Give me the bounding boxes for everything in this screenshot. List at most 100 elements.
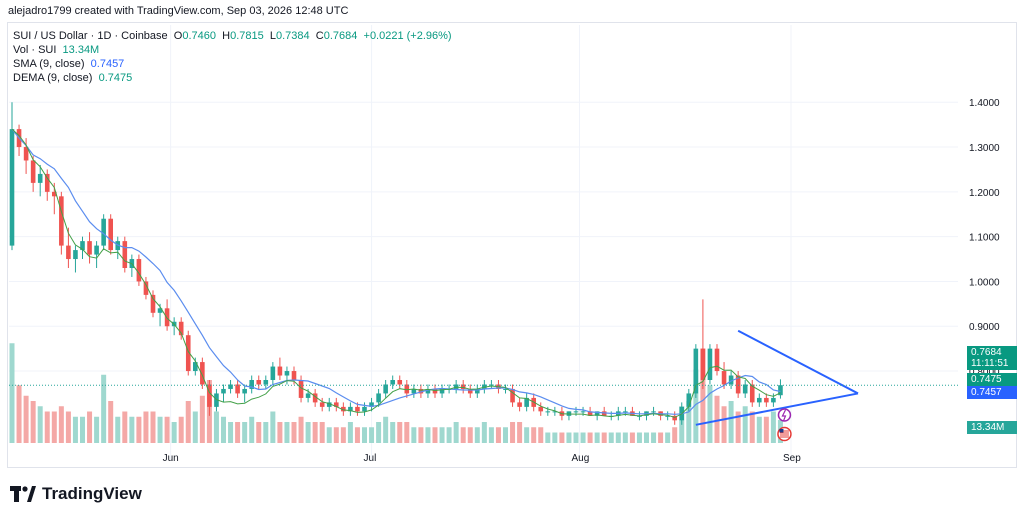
volume-bar: [51, 411, 57, 443]
volume-bar: [333, 427, 339, 443]
volume-bar: [735, 411, 741, 443]
volume-bar: [714, 395, 720, 443]
candle-body: [164, 308, 170, 327]
volume-bar: [467, 427, 473, 443]
x-tick-label: Jul: [364, 453, 377, 464]
volume-row[interactable]: Vol · SUI 13.34M: [13, 43, 452, 57]
volume-bar: [728, 401, 734, 443]
candle-body: [108, 218, 113, 251]
volume-bar: [418, 427, 424, 443]
volume-bar: [425, 427, 431, 443]
candle-body: [284, 371, 290, 376]
candle-body: [735, 375, 741, 394]
bar-countdown: 11:11:51: [971, 358, 1009, 369]
volume-bar: [164, 416, 170, 443]
sma-row[interactable]: SMA (9, close) 0.7457: [13, 57, 452, 71]
volume-bar: [531, 427, 537, 443]
candle-body: [467, 388, 473, 394]
candle-body: [404, 384, 410, 394]
y-tick-label: 1.3000: [969, 143, 1000, 154]
volume-bar: [185, 401, 191, 443]
chart-legend: SUI / US Dollar · 1D · Coinbase O0.7460 …: [13, 29, 452, 85]
volume-bar: [545, 432, 551, 443]
volume-bar: [566, 432, 572, 443]
candle-body: [721, 371, 727, 385]
candle-body: [221, 388, 226, 394]
volume-bar: [481, 422, 487, 443]
candle-body: [249, 380, 254, 389]
candle-body: [355, 406, 360, 412]
volume-bar: [587, 432, 593, 443]
volume-bar: [651, 432, 657, 443]
volume-bar: [305, 422, 311, 443]
volume-bar: [291, 422, 297, 443]
volume-bar: [354, 427, 360, 443]
candle-body: [672, 415, 677, 421]
candle-body: [193, 362, 198, 372]
close-value: 0.7684: [323, 30, 358, 42]
volume-bar: [580, 432, 586, 443]
volume-bar: [552, 432, 558, 443]
volume-bar: [347, 422, 353, 443]
volume-bar: [749, 411, 755, 443]
volume-bar: [446, 427, 452, 443]
volume-bar: [263, 422, 269, 443]
candle-body: [460, 384, 466, 389]
volume-bar: [312, 422, 318, 443]
volume-bar: [517, 422, 523, 443]
dema-price-tag: 0.7475: [967, 373, 1017, 386]
low-value: 0.7384: [276, 30, 310, 42]
volume-bar: [122, 411, 128, 443]
volume-label: Vol · SUI: [13, 44, 57, 56]
volume-bar: [228, 422, 234, 443]
volume-bar: [615, 432, 621, 443]
candle-body: [270, 366, 276, 380]
volume-bar: [72, 416, 78, 443]
candle-body: [651, 411, 656, 413]
y-tick-label: 1.2000: [969, 188, 1000, 199]
volume-bar: [178, 416, 184, 443]
volume-bar: [686, 401, 692, 443]
change-value: +0.0221 (+2.96%): [363, 30, 452, 42]
candle-body: [383, 384, 388, 394]
volume-bar: [636, 432, 642, 443]
tradingview-logo[interactable]: TradingView: [10, 484, 142, 504]
volume-bar: [763, 416, 769, 443]
candle-body: [178, 321, 184, 336]
candle-body: [432, 388, 438, 394]
volume-bar: [453, 422, 459, 443]
volume-bar: [37, 406, 43, 443]
flash-glyph: [781, 409, 787, 422]
volume-bar: [369, 427, 375, 443]
candle-body: [362, 406, 367, 412]
volume-bar: [129, 416, 135, 443]
volume-bar: [23, 395, 29, 443]
candle-body: [348, 406, 353, 412]
volume-bar: [658, 432, 664, 443]
volume-value: 13.34M: [62, 44, 100, 56]
candle-body: [397, 380, 403, 385]
volume-bar: [608, 432, 614, 443]
dema-line: [11, 128, 781, 418]
sma-price-tag: 0.7457: [967, 386, 1017, 399]
symbol-label[interactable]: SUI / US Dollar · 1D · Coinbase: [13, 30, 168, 42]
x-tick-label: Sep: [783, 453, 801, 464]
volume-bar: [404, 422, 410, 443]
candle-body: [9, 129, 15, 246]
candle-body: [573, 411, 579, 413]
volume-tag: 13.34M: [967, 421, 1017, 434]
candle-body: [326, 402, 332, 407]
candle-body: [517, 402, 522, 407]
y-tick-label: 0.9000: [969, 322, 1000, 333]
candle-body: [73, 250, 78, 260]
candle-body: [524, 397, 529, 407]
dema-row[interactable]: DEMA (9, close) 0.7475: [13, 71, 452, 85]
volume-bar: [503, 427, 508, 443]
volume-bar: [756, 416, 762, 443]
candle-body: [242, 388, 247, 394]
candle-body: [59, 196, 64, 246]
volume-bar: [383, 416, 389, 443]
volume-bar: [319, 422, 325, 443]
chart-frame: [7, 22, 1017, 468]
